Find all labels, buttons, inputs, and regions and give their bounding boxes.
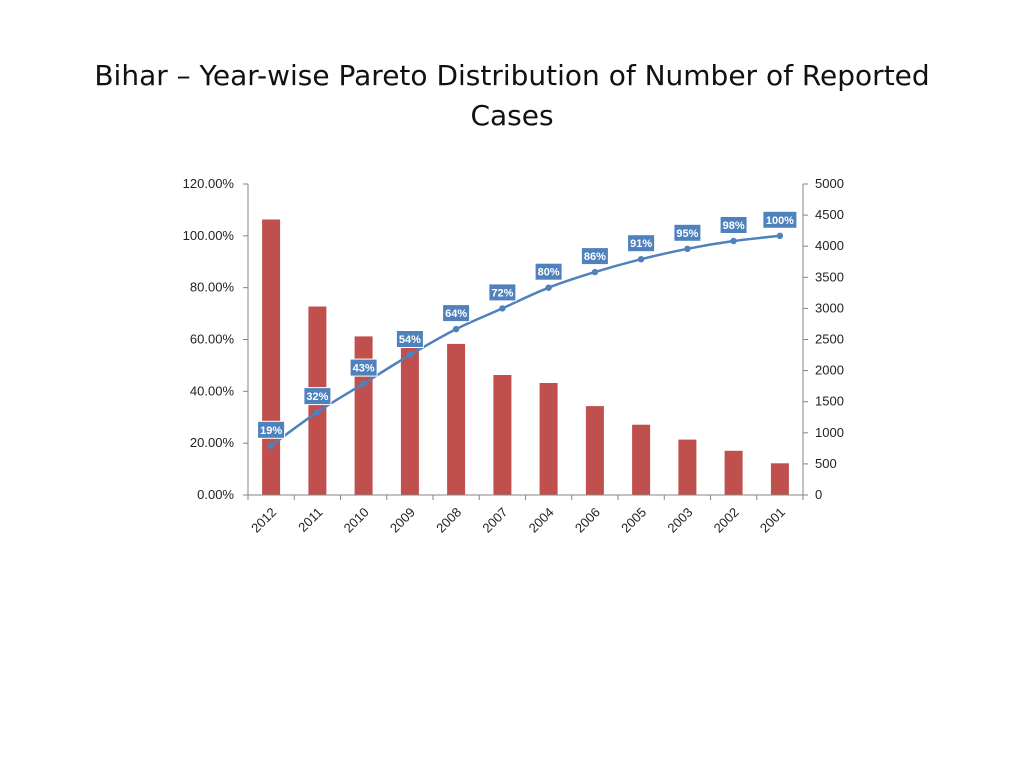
left-tick-label: 20.00%	[190, 435, 235, 450]
cumulative-point-2003	[684, 245, 691, 252]
cumulative-point-2001	[776, 232, 784, 239]
x-tick-label-2011: 2011	[295, 505, 325, 535]
right-tick-label: 0	[815, 487, 822, 502]
right-tick-label: 2500	[815, 332, 844, 347]
right-tick-label: 4500	[815, 207, 844, 222]
right-tick-label: 500	[815, 456, 837, 471]
bar-2007	[493, 375, 512, 495]
bar-2005	[632, 424, 651, 495]
data-label-box	[488, 283, 517, 302]
left-tick-label: 0.00%	[197, 487, 234, 502]
data-label-2003: 95%	[676, 228, 698, 240]
bar-series	[262, 219, 789, 495]
x-axis-ticks: 2012 2011 2010 2009 2008 2007 2004 2006 2005 2003…	[247, 495, 804, 536]
bar-2003	[678, 439, 697, 495]
right-tick-label: 1000	[815, 425, 844, 440]
x-tick-label-2012: 2012	[248, 505, 279, 536]
cumulative-data-labels: 19% 32% 43% 54% 64% 72% 80% 86% 91% 95% 98% 100%	[257, 210, 798, 439]
left-tick-label: 120.00%	[183, 176, 235, 191]
data-label-box	[673, 223, 702, 242]
x-tick-label-2002: 2002	[711, 505, 742, 536]
x-tick-label-2004: 2004	[526, 505, 557, 536]
data-label-2007: 72%	[491, 287, 513, 299]
x-tick-label-2008: 2008	[433, 505, 464, 536]
data-label-2004: 80%	[538, 267, 560, 279]
cumulative-point-2007	[499, 305, 506, 312]
right-tick-label: 3500	[815, 269, 844, 284]
left-tick-label: 40.00%	[190, 383, 235, 398]
bar-2002	[724, 450, 743, 495]
left-tick-label: 80.00%	[190, 280, 235, 295]
data-label-2012: 19%	[260, 425, 282, 437]
data-label-box	[627, 234, 656, 253]
data-label-box	[395, 330, 424, 348]
data-label-2008: 64%	[445, 308, 467, 320]
right-axis-ticks: 0 500 1000 1500 2000 2500 3000 3500 4000 4500 5000	[803, 176, 844, 502]
data-label-2005: 91%	[630, 238, 652, 250]
right-tick-label: 1500	[815, 394, 844, 409]
data-label-2011: 32%	[306, 391, 328, 403]
left-tick-label: 100.00%	[183, 228, 235, 243]
bar-2006	[585, 406, 604, 495]
bar-2009	[400, 342, 419, 495]
cumulative-point-2012	[267, 442, 275, 449]
data-label-box	[349, 358, 378, 377]
cumulative-point-2011	[314, 408, 321, 416]
left-tick-label: 60.00%	[190, 332, 235, 347]
left-axis-ticks: 0.00% 20.00% 40.00% 60.00% 80.00% 100.00% 120.…	[183, 176, 248, 502]
right-tick-label: 3000	[815, 300, 844, 315]
data-label-box	[580, 247, 609, 266]
cumulative-point-2005	[637, 256, 645, 263]
data-label-box	[719, 216, 748, 234]
bar-2012	[262, 219, 281, 495]
right-tick-label: 4000	[815, 238, 844, 253]
cumulative-point-2006	[591, 268, 599, 276]
data-label-2001: 100%	[766, 215, 794, 227]
data-label-2009: 54%	[399, 334, 421, 346]
x-tick-label-2005: 2005	[618, 505, 649, 536]
right-tick-label: 5000	[815, 176, 844, 191]
slide-title: Bihar – Year-wise Pareto Distribution of…	[94, 59, 930, 132]
cumulative-line-series	[267, 232, 784, 449]
bar-2008	[447, 343, 466, 495]
data-label-box	[762, 210, 798, 229]
x-tick-label-2010: 2010	[341, 505, 372, 536]
cumulative-point-2004	[545, 284, 552, 291]
data-label-box	[303, 387, 332, 406]
data-label-2010: 43%	[353, 363, 375, 375]
data-label-box	[442, 304, 471, 323]
x-tick-label-2006: 2006	[572, 505, 603, 536]
x-tick-label-2001: 2001	[757, 505, 788, 536]
cumulative-point-2009	[406, 351, 414, 359]
data-label-box	[257, 420, 286, 439]
cumulative-point-2002	[730, 237, 737, 245]
bar-2001	[770, 463, 789, 495]
data-label-box	[534, 262, 563, 281]
cumulative-point-2010	[360, 380, 367, 387]
data-label-2006: 86%	[584, 251, 606, 263]
x-tick-label-2003: 2003	[664, 505, 695, 536]
data-label-2002: 98%	[723, 220, 745, 232]
cumulative-point-2008	[452, 325, 460, 333]
bar-2004	[539, 383, 558, 495]
right-tick-label: 2000	[815, 363, 844, 378]
x-tick-label-2007: 2007	[479, 505, 510, 536]
cumulative-line	[270, 234, 781, 447]
x-tick-label-2009: 2009	[387, 505, 418, 536]
